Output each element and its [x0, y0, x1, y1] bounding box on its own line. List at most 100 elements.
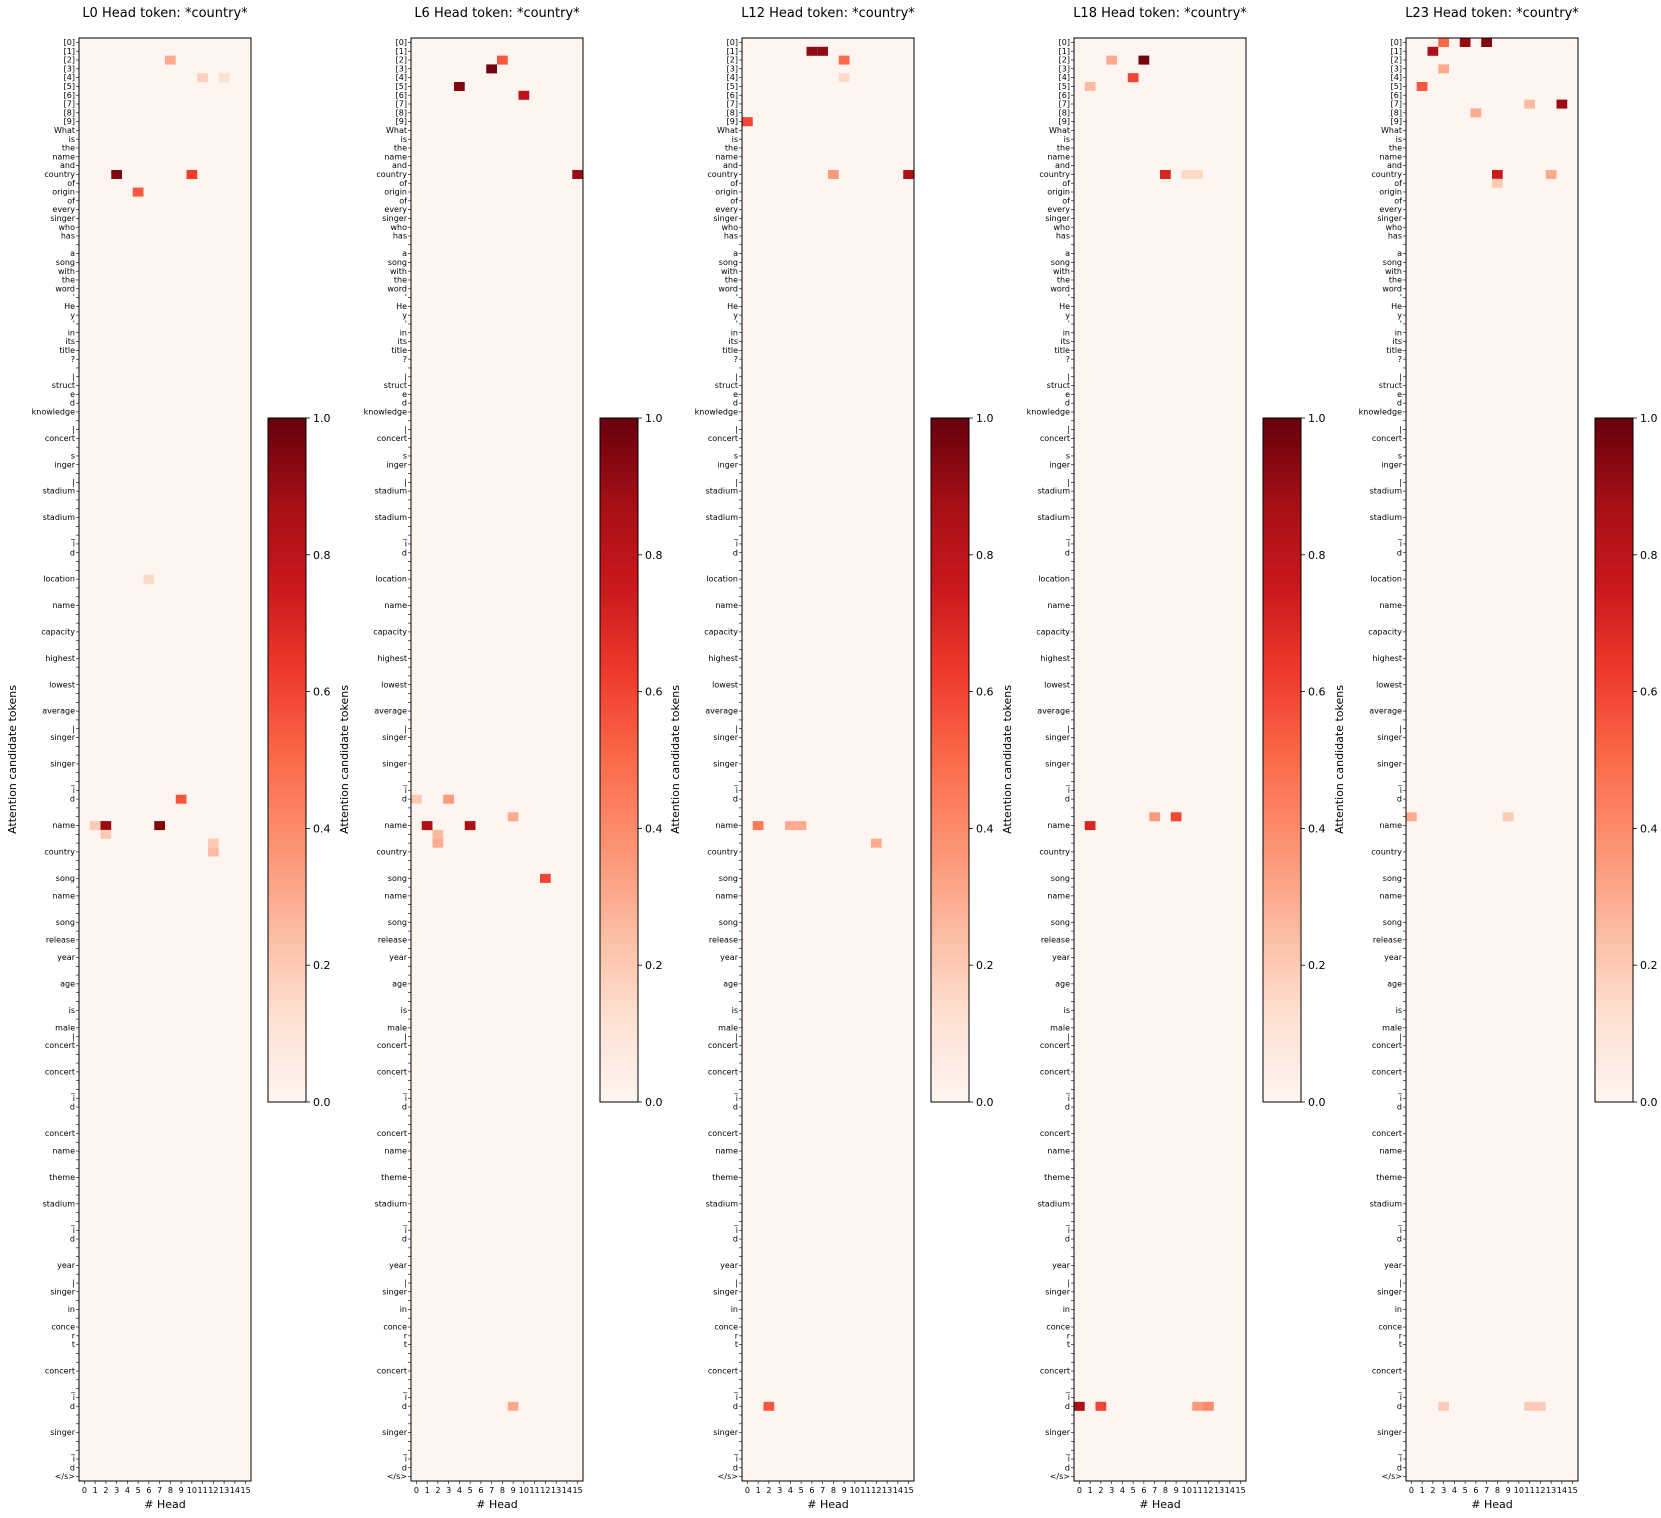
y-tick-label: i — [736, 540, 738, 549]
x-axis-label: # Head — [1139, 1498, 1180, 1511]
heat-cell — [1438, 1401, 1449, 1411]
y-tick-label: _ — [733, 1217, 739, 1226]
x-tick-label: 11 — [861, 1486, 871, 1495]
y-tick-label: has — [393, 232, 407, 241]
y-tick-label: conce — [1378, 1323, 1402, 1332]
axes-frame — [1073, 37, 1247, 1482]
x-tick-label: 11 — [530, 1486, 540, 1495]
y-tick-label: r — [735, 1331, 739, 1340]
y-tick-label: i — [1400, 786, 1402, 795]
colorbar-tick-label: 0.4 — [1640, 822, 1658, 835]
y-tick-label: d — [70, 1103, 75, 1112]
heat-cell — [752, 821, 764, 831]
y-tick-label: singer — [1377, 1287, 1402, 1296]
axes-frame — [1405, 37, 1579, 1482]
y-tick-label: ' — [1068, 320, 1070, 329]
y-tick-label: name — [715, 891, 738, 900]
y-tick-label: stadium — [43, 1199, 76, 1208]
y-tick-label: age — [60, 979, 75, 988]
y-tick-label: | — [1067, 1032, 1070, 1041]
y-tick-label: singer — [50, 733, 75, 742]
y-tick-label: concert — [1040, 1041, 1070, 1050]
y-tick-label: e — [1065, 390, 1070, 399]
y-tick-label: d — [733, 548, 738, 557]
y-tick-label: [0] — [1059, 38, 1070, 47]
colorbar-tick-label: 0.2 — [313, 959, 331, 972]
heat-cell — [785, 821, 796, 831]
y-tick-label: i — [73, 1455, 75, 1464]
y-tick-label: every — [52, 205, 75, 214]
y-tick-label: | — [1399, 425, 1402, 434]
y-tick-label: t — [72, 1340, 75, 1349]
y-tick-label: origin — [384, 188, 407, 197]
y-tick-label: _ — [402, 1217, 408, 1226]
y-tick-label: ' — [1068, 293, 1070, 302]
y-tick-label: a — [733, 249, 738, 258]
y-tick-label: d — [733, 795, 738, 804]
y-axis-label: Attention candidate tokens — [669, 685, 682, 834]
y-tick-label: conce — [51, 1323, 75, 1332]
y-tick-label: song — [719, 874, 738, 883]
y-tick-label: who — [58, 223, 75, 232]
y-tick-label: singer — [1045, 214, 1070, 223]
y-tick-label: conce — [1046, 1323, 1070, 1332]
y-tick-label: who — [390, 223, 407, 232]
y-tick-label: inger — [1381, 460, 1402, 469]
heat-cell — [432, 838, 444, 848]
y-tick-label: concert — [377, 1041, 407, 1050]
y-tick-label: country — [707, 170, 738, 179]
y-tick-label: _ — [70, 777, 76, 786]
y-tick-label: [6] — [396, 91, 407, 100]
colorbar-tick-label: 0.8 — [313, 549, 331, 562]
y-tick-label: year — [1052, 1261, 1071, 1270]
heat-cell — [1127, 73, 1139, 83]
y-tick-label: _ — [1397, 1384, 1403, 1393]
y-tick-label: d — [733, 399, 738, 408]
y-tick-label: [4] — [1391, 73, 1402, 82]
heatmap-panel-2: L12 Head token: *country* [0][1][2][3][4]… — [669, 6, 994, 1511]
y-tick-label: theme — [1044, 1173, 1070, 1182]
x-tick-label: 2 — [103, 1486, 108, 1495]
x-tick-label: 13 — [551, 1486, 561, 1495]
y-tick-label: male — [1050, 1023, 1070, 1032]
y-tick-label: [1] — [1391, 47, 1402, 56]
y-tick-label: d — [402, 1235, 407, 1244]
x-tick-label: 12 — [871, 1486, 881, 1495]
y-tick-label: the — [394, 276, 407, 285]
y-tick-label: origin — [715, 188, 738, 197]
y-tick-label: d — [1065, 1235, 1070, 1244]
heat-cell — [143, 574, 155, 584]
colorbar-tick-label: 1.0 — [1308, 412, 1326, 425]
x-axis-label: # Head — [807, 1498, 848, 1511]
y-tick-label: name — [52, 1147, 75, 1156]
y-tick-label: t — [1399, 1340, 1402, 1349]
y-tick-label: d — [1065, 795, 1070, 804]
heat-cell — [817, 46, 828, 56]
y-tick-label: theme — [381, 1173, 407, 1182]
y-tick-label: origin — [1047, 188, 1070, 197]
x-tick-label: 4 — [457, 1486, 462, 1495]
x-tick-label: 11 — [198, 1486, 208, 1495]
y-tick-label: y — [1397, 311, 1402, 320]
y-tick-label: who — [1053, 223, 1070, 232]
heat-cell — [208, 838, 219, 848]
y-tick-label: name — [1047, 152, 1070, 161]
y-tick-label: _ — [733, 1446, 739, 1455]
y-tick-label: | — [735, 724, 738, 733]
y-tick-label: | — [72, 724, 75, 733]
heat-cell — [186, 169, 198, 179]
x-tick-label: 14 — [893, 1486, 903, 1495]
y-tick-label: knowledge — [32, 408, 75, 417]
y-tick-label: is — [732, 1006, 738, 1015]
y-tick-label: d — [402, 399, 407, 408]
y-tick-label: What — [386, 126, 407, 135]
x-tick-label: 3 — [114, 1486, 119, 1495]
y-tick-label: every — [384, 205, 407, 214]
y-tick-label: name — [1379, 1147, 1402, 1156]
heat-cell — [100, 821, 112, 831]
x-tick-label: 7 — [1484, 1486, 1489, 1495]
heat-cell — [518, 90, 530, 100]
y-tick-label: song — [719, 918, 738, 927]
y-tick-label: is — [1396, 135, 1402, 144]
y-tick-label: | — [72, 1032, 75, 1041]
